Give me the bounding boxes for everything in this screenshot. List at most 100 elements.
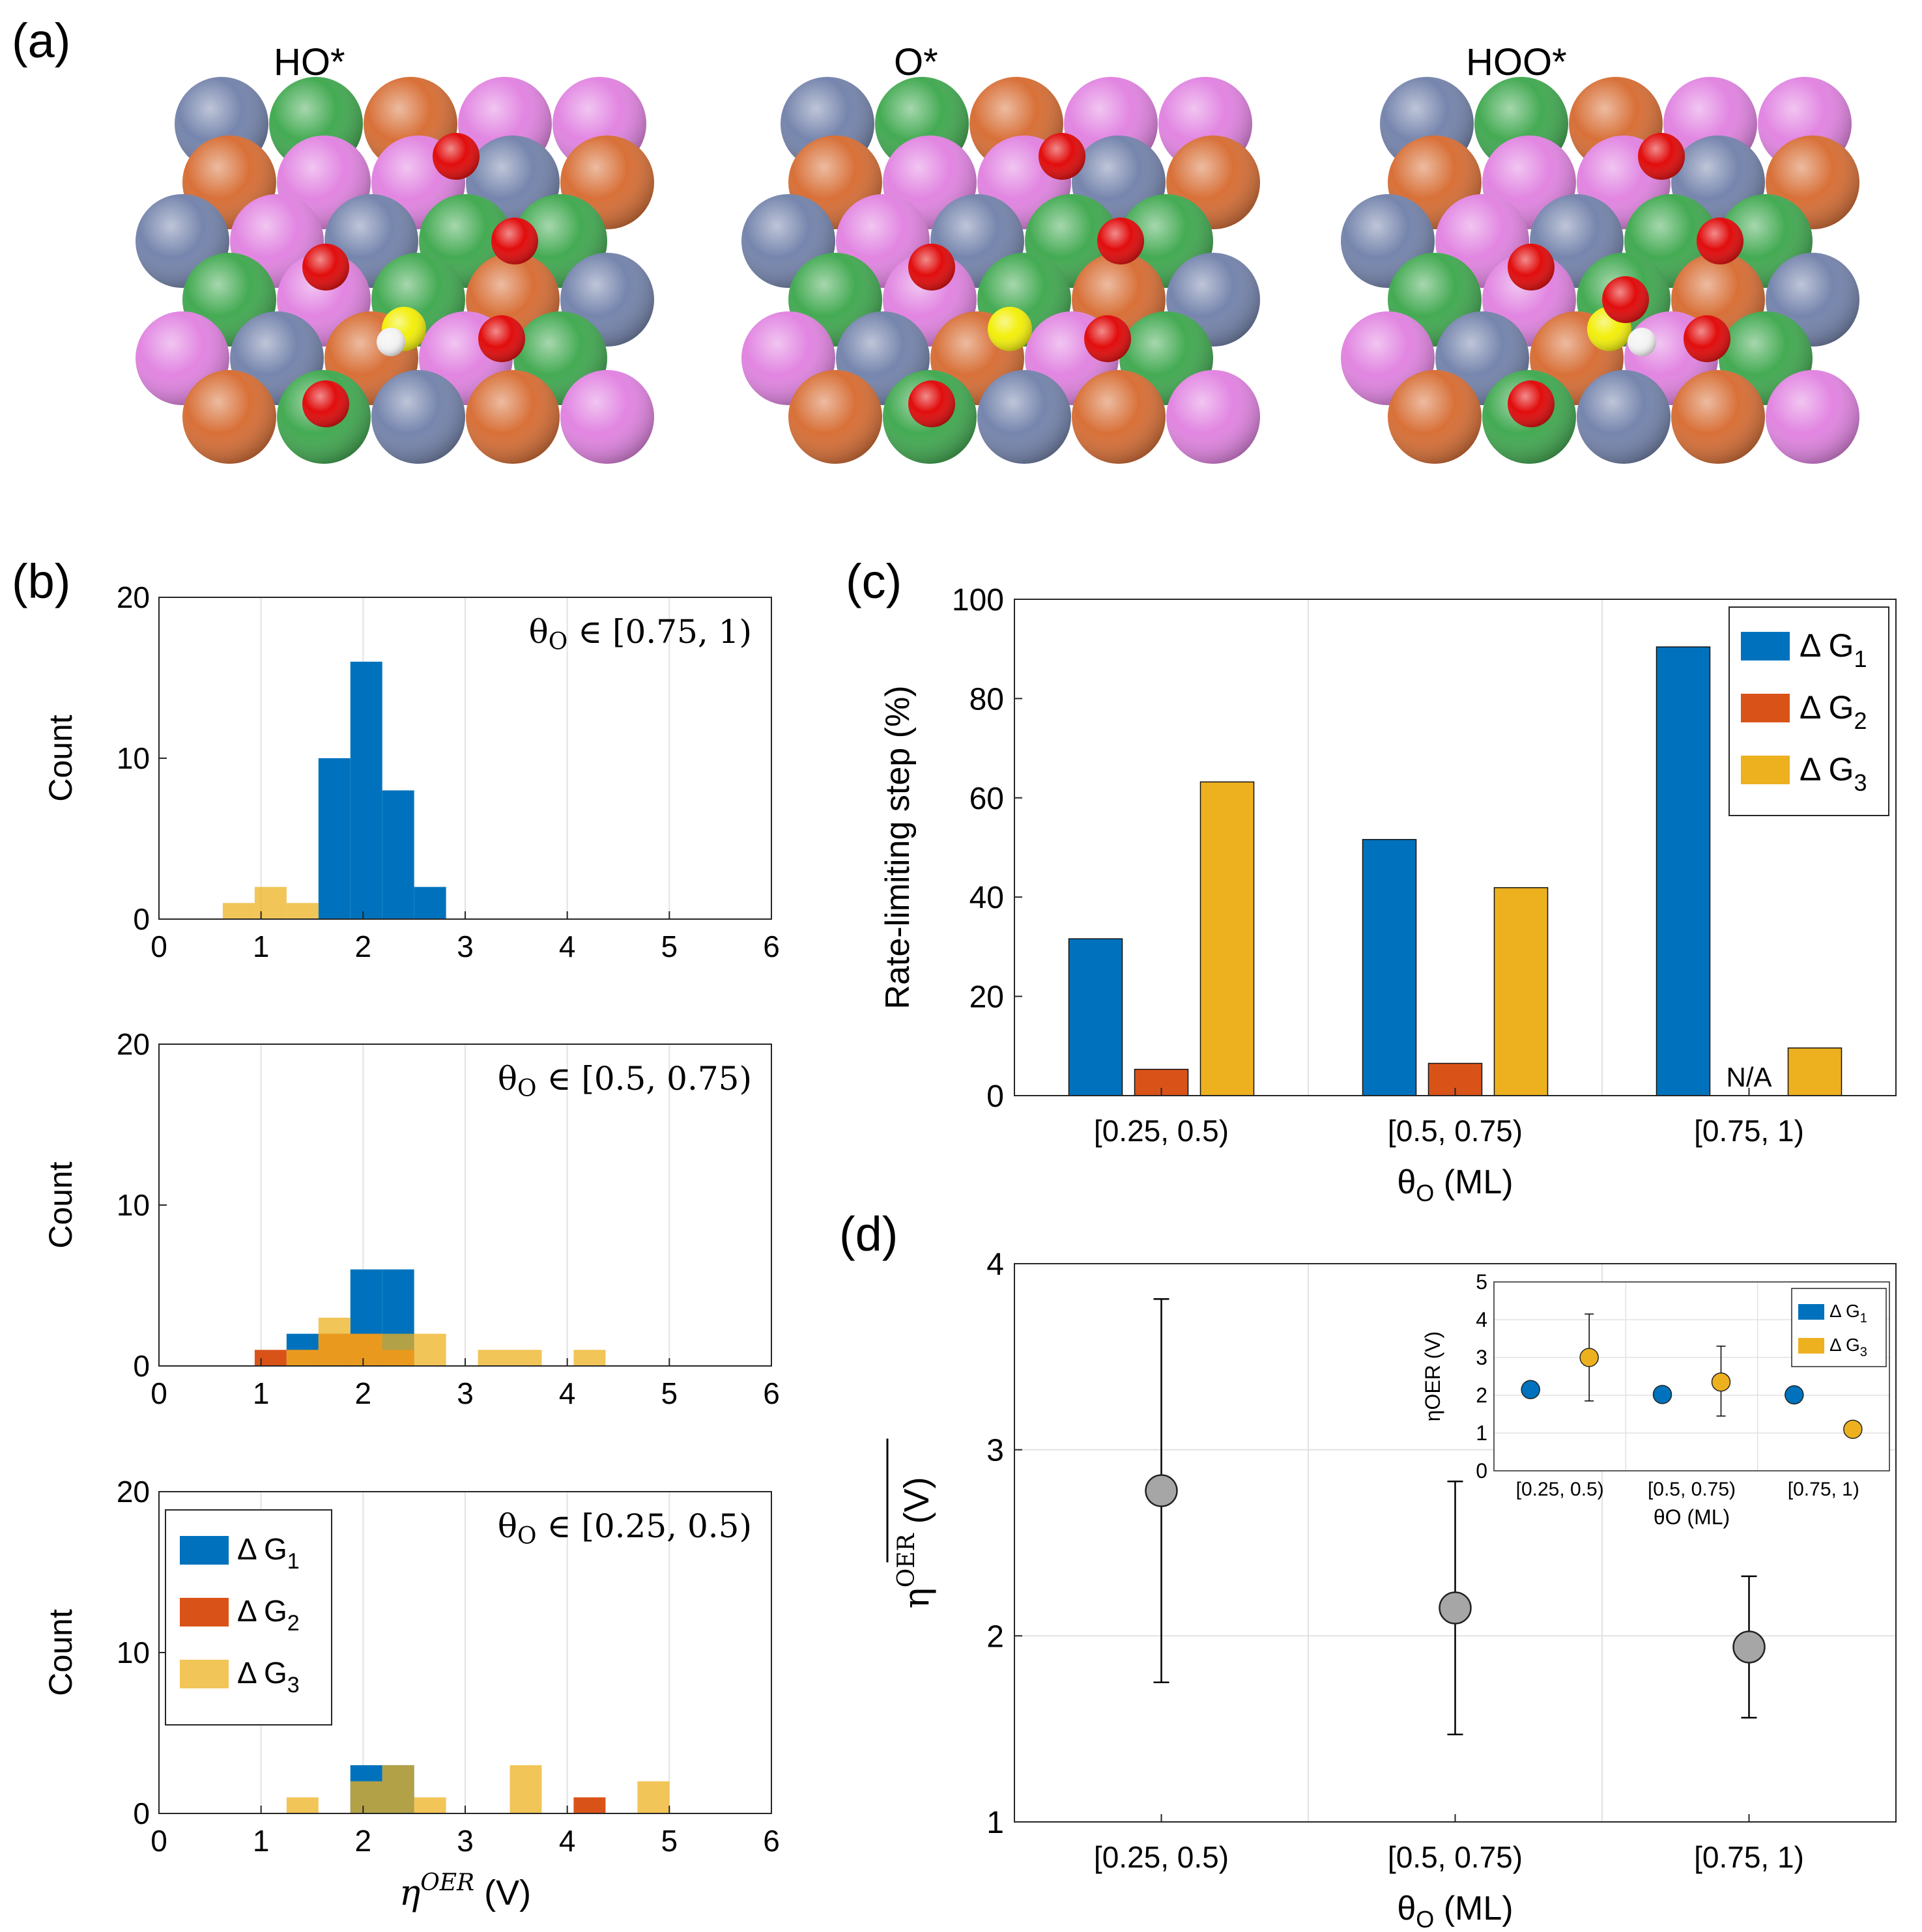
inset-y-tick-label: 3 bbox=[1476, 1346, 1487, 1369]
annotation-range: ∈ [0.5, 0.75) bbox=[537, 1060, 752, 1098]
x-tick-label: 2 bbox=[355, 1376, 372, 1410]
inset-frame bbox=[1493, 1281, 1890, 1471]
legend-label-subscript: 3 bbox=[1854, 769, 1867, 796]
x-label-theta: θ bbox=[1397, 1163, 1416, 1201]
inset-x-axis-label: θO (ML) bbox=[1654, 1505, 1730, 1529]
x-tick-label: 6 bbox=[763, 1824, 780, 1858]
x-tick-label: 5 bbox=[661, 1376, 678, 1410]
histogram-bar bbox=[382, 1765, 414, 1813]
legend-label-subscript: 2 bbox=[287, 1611, 300, 1636]
legend-swatch bbox=[180, 1660, 229, 1688]
y-tick-label: 0 bbox=[986, 1079, 1004, 1114]
structure-title-ho: HO* bbox=[274, 41, 345, 83]
inset-legend-main: Δ G bbox=[1829, 1301, 1860, 1321]
oxygen-atom-shading bbox=[1084, 315, 1131, 362]
inset-legend-subscript: 1 bbox=[1860, 1311, 1867, 1326]
y-tick-label: 0 bbox=[133, 1797, 150, 1830]
panel-label-a: (a) bbox=[12, 14, 70, 68]
y-axis-label: ηOER (V) bbox=[893, 1477, 937, 1608]
inset-marker bbox=[1579, 1348, 1599, 1367]
inset-y-axis-label: ηOER (V) bbox=[1421, 1331, 1444, 1422]
adsorption-site-shading bbox=[988, 307, 1032, 351]
legend-label: Δ G2 bbox=[237, 1594, 300, 1636]
x-tick-label: 6 bbox=[763, 1376, 780, 1410]
x-label-unit: (ML) bbox=[1434, 1163, 1513, 1201]
x-tick-label: [0.5, 0.75) bbox=[1388, 1114, 1523, 1148]
legend-label-main: Δ G bbox=[237, 1656, 287, 1690]
x-tick-label: 1 bbox=[253, 1376, 270, 1410]
metal-atom-shading bbox=[977, 370, 1071, 464]
panel-label-c: (c) bbox=[846, 554, 902, 608]
mean-marker bbox=[1732, 1630, 1766, 1664]
inset-y-tick-label: 0 bbox=[1476, 1459, 1487, 1483]
y-tick-label: 10 bbox=[117, 1188, 150, 1222]
y-tick-label: 20 bbox=[117, 580, 150, 614]
x-tick-label: 2 bbox=[355, 930, 372, 963]
x-tick-label: 0 bbox=[151, 930, 167, 963]
x-tick-label: [0.5, 0.75) bbox=[1388, 1840, 1523, 1874]
bar bbox=[1656, 646, 1711, 1096]
structure-title-o: O* bbox=[894, 41, 938, 83]
legend-swatch bbox=[180, 1598, 229, 1627]
legend-label-main: Δ G bbox=[237, 1594, 287, 1628]
x-label-subscript: O bbox=[1416, 1906, 1434, 1932]
annotation-range: ∈ [0.75, 1) bbox=[567, 613, 752, 651]
legend-swatch bbox=[1741, 756, 1790, 784]
histogram-bar bbox=[286, 1797, 319, 1813]
histogram-bar bbox=[414, 1797, 446, 1813]
x-tick-label: 1 bbox=[253, 930, 270, 963]
histogram-bar bbox=[222, 903, 255, 919]
x-label-theta: θ bbox=[1397, 1890, 1416, 1927]
histogram-bar bbox=[318, 758, 351, 919]
oxygen-atom-shading bbox=[908, 380, 955, 427]
inset-legend-label: Δ G3 bbox=[1829, 1335, 1867, 1359]
inset-y-tick-label: 4 bbox=[1476, 1308, 1487, 1331]
x-label-unit: (ML) bbox=[1434, 1890, 1513, 1927]
histogram-bar bbox=[350, 1333, 382, 1366]
bar bbox=[1199, 781, 1255, 1096]
x-tick-label: 0 bbox=[151, 1376, 167, 1410]
metal-atom-shading bbox=[182, 370, 276, 464]
x-tick-label: 6 bbox=[763, 930, 780, 963]
x-label-superscript: OER bbox=[420, 1869, 474, 1896]
panel-label-d: (d) bbox=[839, 1207, 898, 1261]
bar bbox=[1493, 887, 1549, 1096]
panel-label-b: (b) bbox=[12, 554, 70, 608]
histogram-bar bbox=[382, 1333, 414, 1366]
histogram-bar bbox=[478, 1350, 510, 1366]
legend-swatch bbox=[1741, 694, 1790, 722]
histogram-bar bbox=[350, 661, 382, 919]
x-tick-label: [0.25, 0.5) bbox=[1094, 1840, 1229, 1874]
y-tick-label: 60 bbox=[969, 782, 1004, 816]
inset-x-tick-label: [0.25, 0.5) bbox=[1516, 1479, 1604, 1500]
x-tick-label: 3 bbox=[457, 1824, 474, 1858]
hydrogen-atom-shading bbox=[1628, 328, 1656, 356]
panel-annotation: θO ∈ [0.5, 0.75) bbox=[498, 1060, 752, 1102]
plot-frame bbox=[1014, 599, 1897, 1096]
histogram-coverage-025-05: 0 1 2 3 4 5 6 0 10 20 Count θO ∈ [0.25, 0.5) ηOER (V… bbox=[42, 1475, 780, 1913]
histogram-bar bbox=[350, 1781, 382, 1813]
oxygen-atom-shading bbox=[433, 133, 480, 180]
inset-marker bbox=[1652, 1385, 1672, 1404]
oxygen-atom-shading bbox=[908, 244, 955, 291]
y-tick-label: 20 bbox=[117, 1027, 150, 1061]
y-tick-label: 20 bbox=[117, 1475, 150, 1509]
metal-atom-shading bbox=[466, 370, 560, 464]
histogram-bar bbox=[382, 790, 414, 919]
metal-atom-shading bbox=[1766, 370, 1859, 464]
annotation-theta: θ bbox=[498, 1060, 517, 1098]
x-tick-label: 4 bbox=[559, 1824, 576, 1858]
legend-swatch bbox=[180, 1536, 229, 1565]
x-tick-label: [0.75, 1) bbox=[1694, 1114, 1804, 1148]
oxygen-atom-shading bbox=[1508, 380, 1555, 427]
panel-annotation: θO ∈ [0.25, 0.5) bbox=[498, 1507, 752, 1550]
annotation-range: ∈ [0.25, 0.5) bbox=[537, 1507, 752, 1545]
metal-atom-shading bbox=[1388, 370, 1482, 464]
annotation-theta: θ bbox=[529, 613, 549, 651]
annotation-subscript: O bbox=[549, 629, 568, 655]
histogram-bar bbox=[573, 1797, 606, 1813]
y-tick-label: 2 bbox=[986, 1619, 1004, 1654]
x-tick-label: 0 bbox=[151, 1824, 167, 1858]
histogram-bar bbox=[414, 887, 446, 919]
oxygen-atom-shading bbox=[1684, 315, 1730, 362]
